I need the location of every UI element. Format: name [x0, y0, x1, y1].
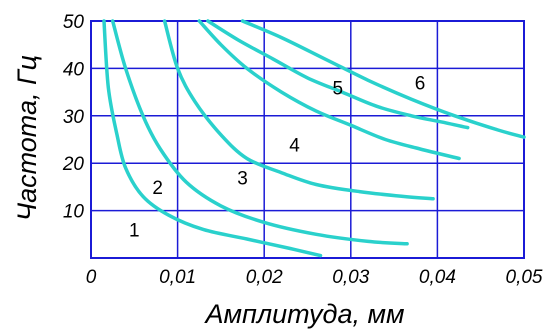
curve-6 — [240, 19, 526, 139]
x-tick-label-5: 0,05 — [506, 267, 543, 288]
curve-4 — [197, 19, 461, 161]
curve-label-1: 1 — [129, 221, 140, 242]
y-tick-label-2: 30 — [63, 107, 85, 128]
plot-frame — [90, 20, 525, 259]
y-tick-label-0: 10 — [63, 202, 85, 223]
x-tick-label-0: 0 — [86, 267, 97, 288]
curve-label-4: 4 — [289, 135, 300, 156]
curve-label-6: 6 — [415, 74, 426, 95]
y-tick-label-3: 40 — [63, 59, 85, 80]
x-tick-label-1: 0,01 — [159, 267, 196, 288]
curve-labels: 1 2 3 4 5 6 — [129, 74, 425, 242]
x-tick-label-2: 0,02 — [246, 267, 283, 288]
curves — [102, 19, 526, 258]
curve-5 — [206, 19, 470, 130]
curve-label-2: 2 — [152, 178, 163, 199]
x-axis-title: Амплитуда, мм — [204, 299, 405, 329]
curve-3 — [162, 19, 435, 201]
curve-label-3: 3 — [237, 169, 248, 190]
x-tick-label-4: 0,04 — [419, 267, 456, 288]
curve-2 — [110, 19, 409, 246]
y-tick-label-1: 20 — [62, 154, 85, 175]
tick-labels: 0 0,01 0,02 0,03 0,04 0,05 10 20 30 40 50 — [62, 12, 543, 288]
y-tick-label-4: 50 — [63, 12, 85, 33]
x-tick-label-3: 0,03 — [332, 267, 369, 288]
curve-1 — [102, 19, 323, 258]
curve-label-5: 5 — [333, 78, 344, 99]
y-axis-title: Частота, Гц — [12, 55, 42, 221]
